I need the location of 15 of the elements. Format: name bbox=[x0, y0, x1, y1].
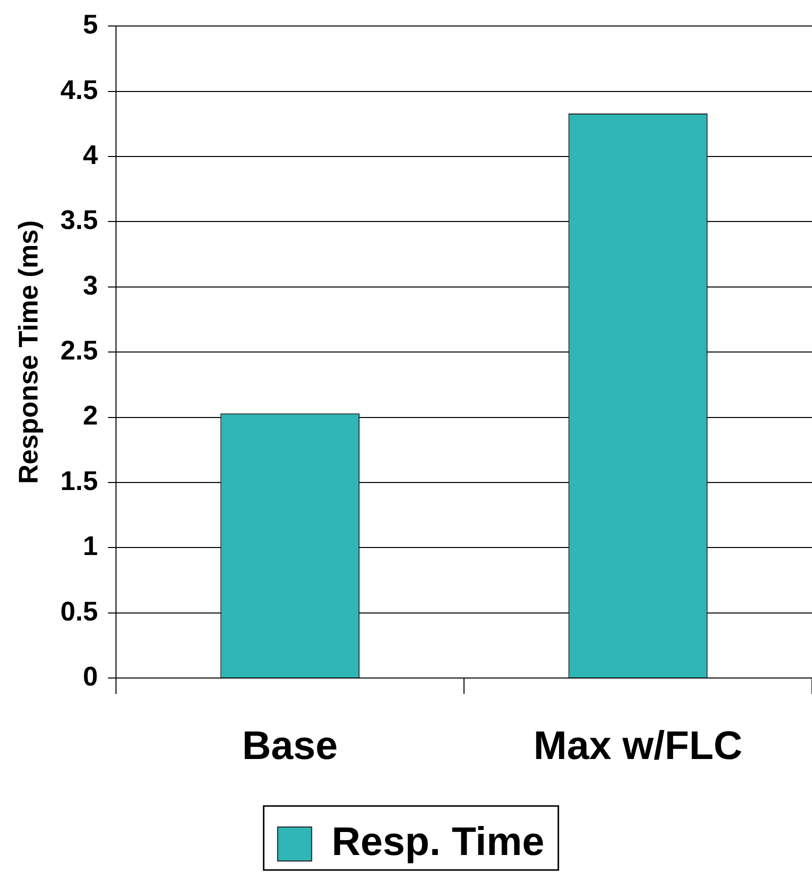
y-tick-label: 0 bbox=[82, 661, 98, 692]
x-tick-label: Base bbox=[242, 724, 338, 768]
x-tick-label: Max w/FLC bbox=[534, 724, 742, 768]
y-tick-label: 1 bbox=[82, 531, 98, 562]
y-tick-label: 2.5 bbox=[60, 336, 98, 366]
y-tick-label: 3.5 bbox=[60, 205, 98, 236]
y-tick-label: 0.5 bbox=[60, 596, 98, 626]
y-tick-label: 3 bbox=[82, 270, 98, 300]
y-axis-title: Response Time (ms) bbox=[14, 220, 44, 484]
y-tick-label: 4 bbox=[82, 140, 98, 170]
y-tick-label: 5 bbox=[82, 10, 98, 40]
y-tick-label: 1.5 bbox=[60, 466, 98, 496]
legend-label: Resp. Time bbox=[332, 820, 544, 864]
y-tick-label: 4.5 bbox=[60, 74, 98, 105]
y-tick-label: 2 bbox=[82, 400, 98, 431]
